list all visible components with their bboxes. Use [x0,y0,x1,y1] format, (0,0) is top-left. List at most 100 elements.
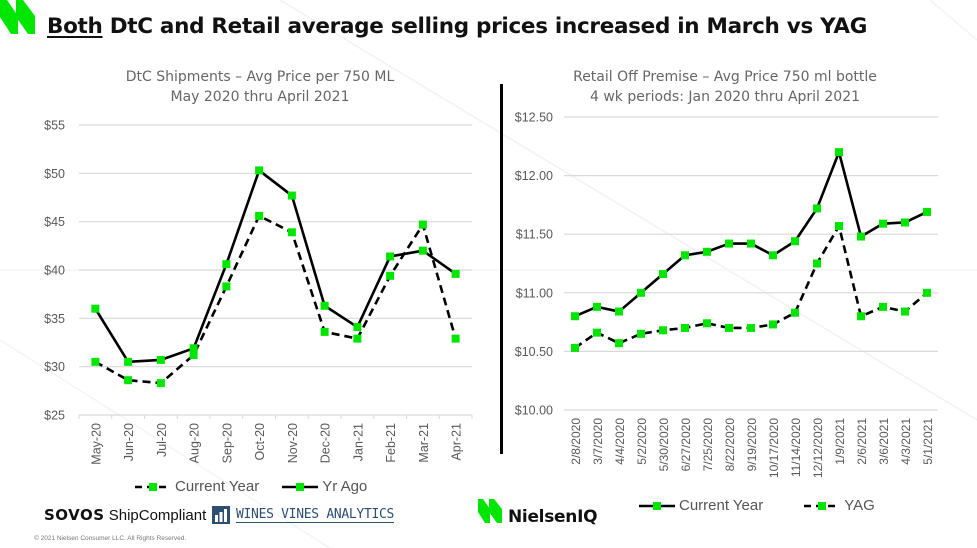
nielseniq-mark-icon [478,499,502,523]
data-point-yag [769,320,777,329]
data-point-yr-ago [156,355,165,364]
series-line-current-year [94,214,457,385]
data-point-yag [813,259,821,268]
x-tick-label: 4/3/2021 [899,418,913,465]
x-tick-label: 2/6/2021 [855,418,869,465]
x-tick-label: Apr-21 [450,423,464,461]
series-line-yr-ago [94,169,457,364]
x-tick-label: 8/22/2020 [723,418,737,472]
data-point-current-year [901,218,909,227]
data-point-current-year [156,379,165,388]
x-tick-label: 3/6/2021 [877,418,891,465]
data-point-yag [615,339,623,348]
data-point-yr-ago [124,357,133,366]
solid-line-marker-icon [282,482,319,491]
y-tick-label: $55 [44,119,65,133]
data-point-current-year [593,302,601,311]
x-tick-label: 5/2/2020 [635,418,649,465]
x-tick-label: 5/1/2021 [921,418,935,465]
data-point-current-year [353,334,362,343]
slide-title-emphasis: Both [47,14,103,39]
x-tick-label: Aug-20 [188,423,202,463]
wva-wordmark: WINES VINES ANALYTICS [236,507,395,523]
data-point-yag [571,343,579,352]
data-point-yag [659,326,667,335]
y-tick-label: $40 [44,264,65,278]
data-point-yr-ago [320,301,329,310]
legend-label: Current Year [175,478,260,495]
y-tick-label: $12.50 [515,111,553,125]
x-tick-label: Feb-21 [384,423,398,463]
data-point-current-year [747,239,755,248]
wines-vines-analytics-logo: WINES VINES ANALYTICS [212,506,394,524]
x-tick-label: Oct-20 [253,423,267,461]
data-point-current-year [791,237,799,246]
data-point-current-year [879,219,887,228]
data-point-current-year [91,357,100,366]
data-point-yag [747,323,755,332]
legend-label: YAG [844,497,875,514]
data-point-yr-ago [353,323,362,332]
slide-title-rest: DtC and Retail average selling prices in… [102,14,868,39]
x-tick-label: 10/17/2020 [767,418,781,478]
x-tick-label: May-20 [89,423,103,465]
x-tick-label: Sep-20 [220,423,234,463]
x-tick-label: 6/27/2020 [679,418,693,472]
x-tick-label: 5/30/2020 [657,418,671,472]
dashed-line-marker-icon [135,482,171,491]
data-point-current-year [681,251,689,260]
retail-chart-title-block: Retail Off Premise – Avg Price 750 ml bo… [525,67,925,107]
y-tick-label: $10.00 [515,404,553,418]
dashed-line-marker-icon [804,501,841,510]
data-point-current-year [189,351,198,360]
legend-label: Yr Ago [322,478,368,495]
shipcompliant-wordmark: ShipCompliant [104,507,207,524]
data-point-current-year [857,232,865,241]
legend-label: Current Year [679,497,764,514]
chart-divider [500,84,503,454]
legend-item-yr-ago: Yr Ago [281,478,367,495]
data-point-current-year [124,376,133,385]
data-point-yag [901,307,909,316]
x-tick-label: 12/12/2020 [811,418,825,478]
data-point-yag [791,308,799,317]
y-tick-label: $11.50 [516,228,553,242]
solid-line-marker-icon [639,501,675,510]
data-point-current-year [725,239,733,248]
data-point-yr-ago [386,252,395,261]
data-point-yag [835,221,843,230]
y-tick-label: $10.50 [515,345,553,359]
nielseniq-wordmark: NielsenIQ [508,507,598,527]
data-point-current-year [571,312,579,321]
x-tick-label: 9/19/2020 [745,418,759,472]
x-tick-label: Dec-20 [319,423,333,463]
data-point-current-year [386,271,395,280]
data-point-current-year [769,251,777,260]
legend-item-current-year: Current Year [134,478,259,495]
data-point-yag [923,288,931,297]
x-tick-label: 3/7/2020 [591,418,605,465]
sovos-shipcompliant-logo: SOVOS ShipCompliant [44,506,206,524]
y-tick-label: $30 [44,360,65,374]
y-tick-label: $12.00 [515,169,553,183]
y-tick-label: $11.00 [516,286,553,300]
data-point-current-year [320,327,329,336]
data-point-yag [681,323,689,332]
dtc-chart-subtitle: May 2020 thru April 2021 [170,89,350,105]
legend-item-yag: YAG [803,497,875,514]
data-point-yag [593,328,601,337]
dtc-chart-legend: Current Year Yr Ago [134,478,389,495]
nielseniq-corner-mark-icon [0,0,35,34]
data-point-yr-ago [287,191,296,200]
y-tick-label: $25 [44,409,65,423]
x-tick-label: 4/4/2020 [613,418,627,465]
x-tick-label: 7/25/2020 [701,418,715,472]
data-point-current-year [923,207,931,216]
data-point-current-year [703,247,711,256]
y-tick-label: $35 [44,312,65,326]
dtc-chart-title-block: DtC Shipments – Avg Price per 750 ML May… [60,67,460,107]
data-point-current-year [222,282,231,291]
data-point-yr-ago [91,304,100,313]
retail-chart-subtitle: 4 wk periods: Jan 2020 thru April 2021 [589,89,861,105]
